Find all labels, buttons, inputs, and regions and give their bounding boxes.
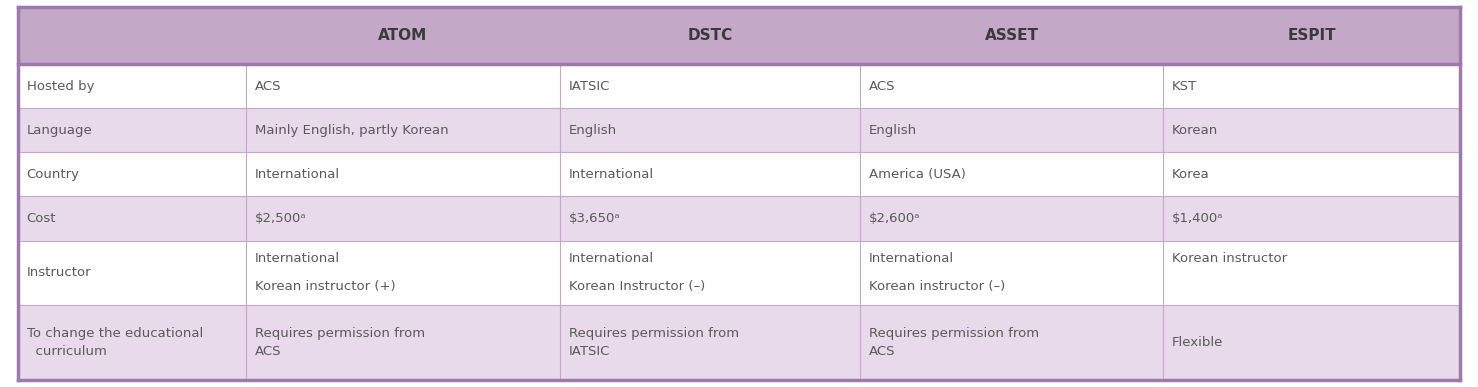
Text: ESPIT: ESPIT xyxy=(1287,28,1336,43)
Text: Korean instructor (–): Korean instructor (–) xyxy=(869,280,1005,293)
Text: KST: KST xyxy=(1172,80,1197,93)
Text: International: International xyxy=(869,252,955,265)
Text: curriculum: curriculum xyxy=(27,345,106,358)
Text: ACS: ACS xyxy=(869,80,896,93)
Text: ACS: ACS xyxy=(869,345,896,358)
Text: IATSIC: IATSIC xyxy=(569,80,610,93)
Text: DSTC: DSTC xyxy=(687,28,733,43)
Text: International: International xyxy=(569,252,655,265)
Text: Mainly English, partly Korean: Mainly English, partly Korean xyxy=(254,124,448,137)
Text: IATSIC: IATSIC xyxy=(569,345,610,358)
Text: Korean instructor (+): Korean instructor (+) xyxy=(254,280,395,293)
Bar xyxy=(18,152,1460,197)
Text: Instructor: Instructor xyxy=(27,266,92,279)
Text: ACS: ACS xyxy=(254,345,281,358)
Text: $2,500ᵃ: $2,500ᵃ xyxy=(254,212,306,225)
Text: Korean Instructor (–): Korean Instructor (–) xyxy=(569,280,705,293)
Text: $3,650ᵃ: $3,650ᵃ xyxy=(569,212,621,225)
Text: America (USA): America (USA) xyxy=(869,168,967,181)
Text: $1,400ᵃ: $1,400ᵃ xyxy=(1172,212,1224,225)
Text: International: International xyxy=(254,252,340,265)
Text: English: English xyxy=(569,124,618,137)
Text: To change the educational: To change the educational xyxy=(27,327,202,340)
Text: Requires permission from: Requires permission from xyxy=(869,327,1039,340)
Text: $2,600ᵃ: $2,600ᵃ xyxy=(869,212,921,225)
Text: Flexible: Flexible xyxy=(1172,336,1224,349)
Bar xyxy=(18,305,1460,380)
Bar xyxy=(18,108,1460,152)
Text: International: International xyxy=(569,168,655,181)
Text: Cost: Cost xyxy=(27,212,56,225)
Text: ATOM: ATOM xyxy=(378,28,427,43)
Text: Requires permission from: Requires permission from xyxy=(254,327,424,340)
Text: English: English xyxy=(869,124,918,137)
Bar xyxy=(18,7,1460,64)
Text: International: International xyxy=(254,168,340,181)
Text: Language: Language xyxy=(27,124,92,137)
Text: Korean: Korean xyxy=(1172,124,1218,137)
Bar xyxy=(18,64,1460,108)
Text: Hosted by: Hosted by xyxy=(27,80,95,93)
Text: Country: Country xyxy=(27,168,80,181)
Text: ACS: ACS xyxy=(254,80,281,93)
Text: Korea: Korea xyxy=(1172,168,1209,181)
Text: Requires permission from: Requires permission from xyxy=(569,327,739,340)
Text: ASSET: ASSET xyxy=(984,28,1039,43)
Text: Korean instructor: Korean instructor xyxy=(1172,252,1287,265)
Bar xyxy=(18,197,1460,240)
Bar xyxy=(18,240,1460,305)
